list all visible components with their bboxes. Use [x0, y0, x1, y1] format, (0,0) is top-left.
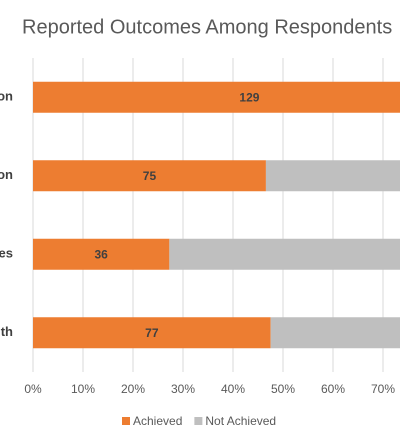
bar-segment [33, 160, 266, 192]
category-label: on [0, 89, 13, 104]
category-label: th [1, 324, 13, 339]
data-label: 129 [239, 90, 259, 104]
bar-segment [33, 81, 400, 113]
data-label: 75 [143, 169, 157, 183]
legend-label: Achieved [133, 414, 182, 428]
x-tick-label: 70% [371, 382, 395, 396]
category-label: on [0, 167, 13, 182]
chart-title: Reported Outcomes Among Respondents [22, 16, 392, 38]
x-tick-label: 60% [321, 382, 345, 396]
data-label: 77 [145, 326, 159, 340]
x-tick-label: 10% [71, 382, 95, 396]
x-tick-label: 0% [24, 382, 42, 396]
legend-swatch [194, 417, 203, 425]
category-label: es [0, 246, 13, 261]
legend-swatch [122, 417, 130, 425]
x-tick-label: 20% [121, 382, 145, 396]
bar-segment [169, 238, 400, 270]
x-tick-label: 40% [221, 382, 245, 396]
legend-label: Not Achieved [205, 414, 276, 428]
bar-segment [33, 317, 271, 349]
x-tick-label: 30% [171, 382, 195, 396]
bar-segment [33, 238, 170, 270]
bar-segment [270, 317, 400, 349]
x-tick-label: 50% [271, 382, 295, 396]
bar-segment [265, 160, 400, 192]
data-label: 36 [95, 247, 109, 261]
